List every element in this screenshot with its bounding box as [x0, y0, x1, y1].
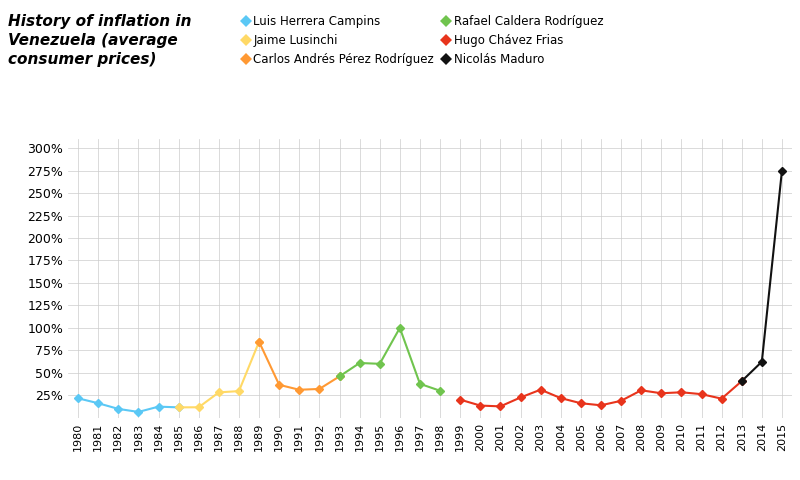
Legend: Luis Herrera Campins, Jaime Lusinchi, Carlos Andrés Pérez Rodríguez, Rafael Cald: Luis Herrera Campins, Jaime Lusinchi, Ca… [238, 11, 609, 71]
Text: History of inflation in
Venezuela (average
consumer prices): History of inflation in Venezuela (avera… [8, 14, 191, 67]
